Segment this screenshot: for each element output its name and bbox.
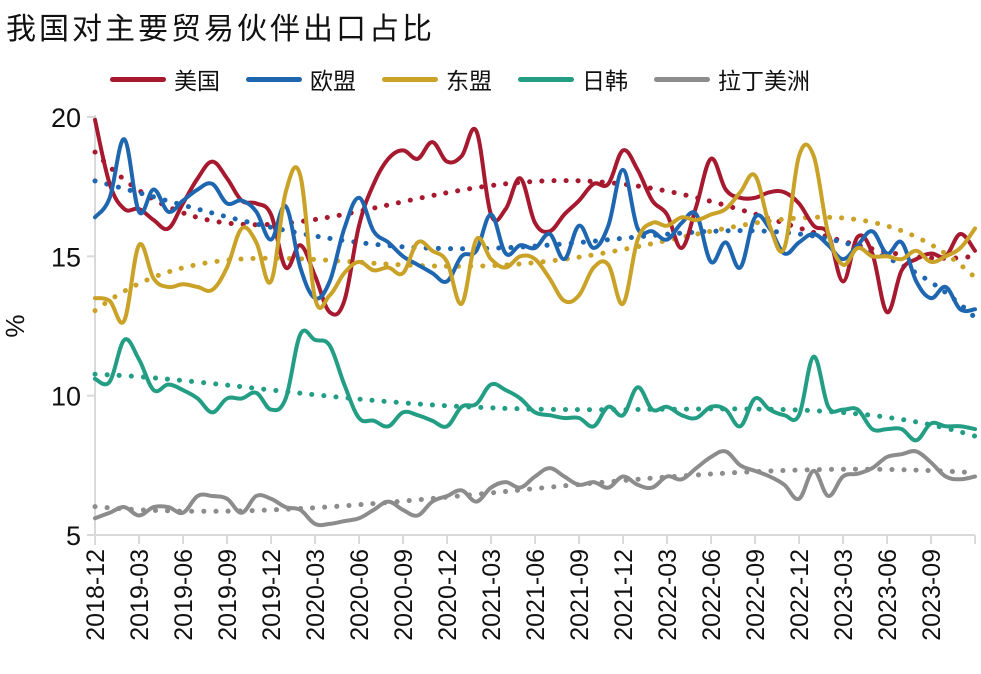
x-tick-label: 2021-09 [566,549,594,641]
legend-item: 拉丁美洲 [654,62,810,96]
legend-swatch [382,76,438,82]
trendline-0 [92,149,978,261]
x-tick-label: 2023-06 [874,549,902,641]
x-tick-label: 2021-12 [610,549,638,641]
legend-item: 东盟 [382,62,492,96]
y-tick-labels: 5 10 15 20 [51,103,81,551]
x-tick-label: 2020-09 [390,549,418,641]
legend-item: 欧盟 [246,62,356,96]
x-tick-label: 2023-03 [830,549,858,641]
axes [87,115,976,545]
series-lines [93,117,977,528]
y-tick-label: 10 [51,382,81,412]
x-tick-label: 2021-06 [522,549,550,641]
series-line-2 [93,142,977,325]
legend-swatch [246,76,302,82]
legend-label: 美国 [174,69,220,95]
x-tick-label: 2019-12 [258,549,286,641]
x-tick-label: 2020-03 [302,549,330,641]
x-tick-labels: 2018-12 2019-03 2019-06 2019-09 2019-12 2020-… [82,549,946,641]
legend-item: 美国 [110,62,220,96]
trendline-3 [92,371,978,439]
chart-title: 我国对主要贸易伙伴出口占比 [6,12,435,47]
trendlines [92,149,978,514]
y-tick-label: 20 [51,103,81,133]
series-line-4 [93,449,977,528]
legend-label: 日韩 [582,69,628,95]
legend: 美国 欧盟 东盟 日韩 拉丁美洲 [110,62,810,96]
x-tick-label: 2021-03 [478,549,506,641]
y-axis-label: % [0,314,30,337]
x-tick-label: 2022-03 [654,549,682,641]
y-tick-label: 15 [51,242,81,272]
series-line-1 [93,137,977,314]
legend-swatch [654,76,710,82]
x-tick-label: 2018-12 [82,549,110,641]
y-tick-label: 5 [66,521,81,551]
x-tick-label: 2022-12 [786,549,814,641]
x-tick-label: 2022-06 [698,549,726,641]
legend-swatch [518,76,574,82]
legend-label: 欧盟 [310,69,356,95]
trendline-2 [92,214,978,314]
series-line-3 [93,328,977,443]
x-tick-label: 2020-12 [434,549,462,641]
legend-swatch [110,76,166,82]
x-tick-label: 2020-06 [346,549,374,641]
legend-item: 日韩 [518,62,628,96]
legend-label: 东盟 [446,69,492,95]
x-tick-label: 2019-06 [170,549,198,641]
legend-label: 拉丁美洲 [718,69,810,95]
x-tick-label: 2019-09 [214,549,242,641]
x-tick-label: 2022-09 [742,549,770,641]
x-tick-label: 2019-03 [126,549,154,641]
x-tick-label: 2023-09 [918,549,946,641]
